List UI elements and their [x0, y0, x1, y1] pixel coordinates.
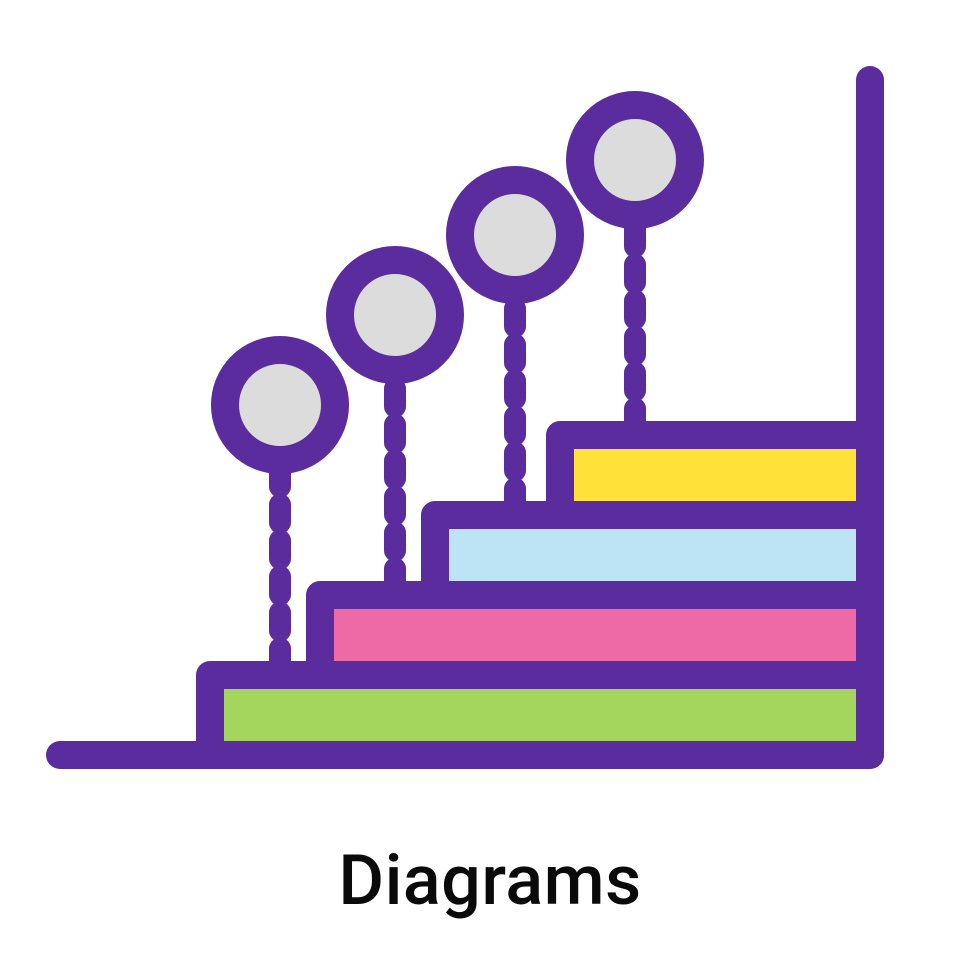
lollipop-circle	[580, 105, 690, 215]
lollipop-circle	[340, 260, 450, 370]
step-diagram-icon	[0, 0, 980, 980]
lollipop-circle	[225, 350, 335, 460]
caption-label: Diagrams	[0, 840, 980, 922]
lollipop-circle	[460, 180, 570, 290]
stage: Diagrams	[0, 0, 980, 980]
